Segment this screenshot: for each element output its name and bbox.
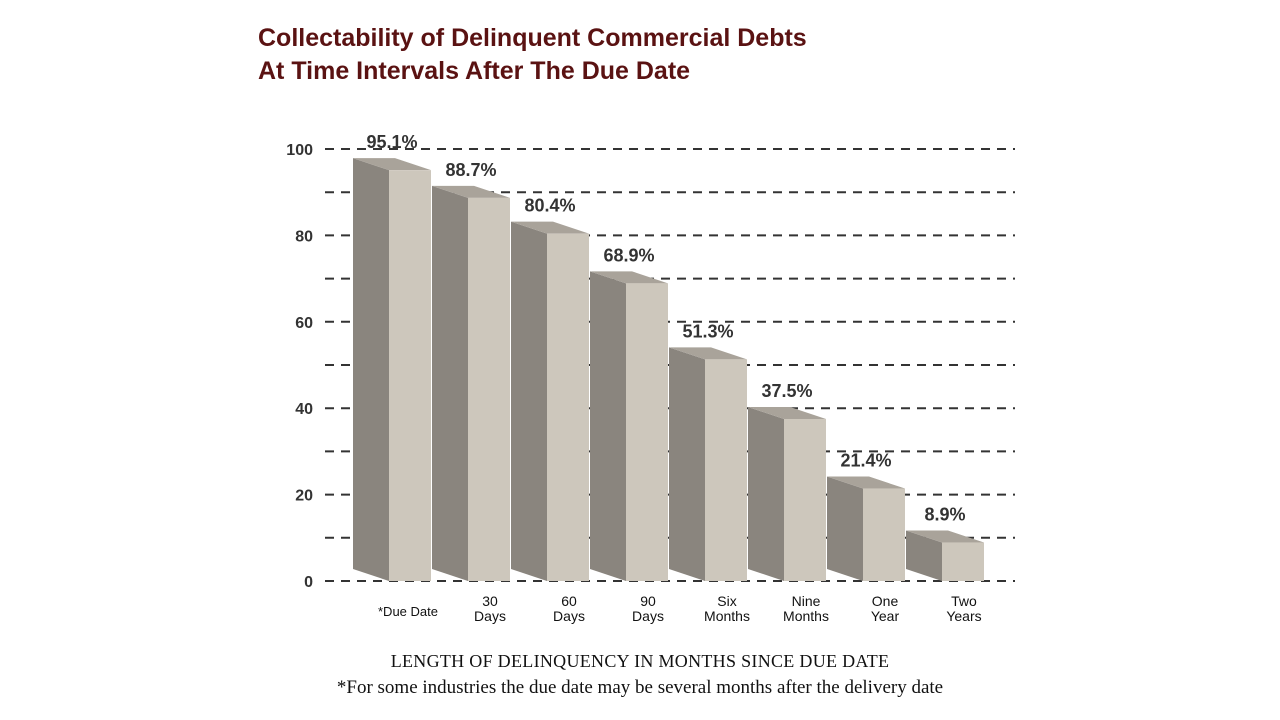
bar	[353, 158, 431, 581]
bar-front	[784, 419, 826, 581]
bar-top	[906, 530, 984, 543]
bar-front	[626, 283, 668, 581]
chart-title: Collectability of Delinquent Commercial …	[258, 22, 807, 88]
bar-front	[468, 197, 510, 582]
bar-top	[590, 271, 668, 284]
bar-top	[432, 185, 510, 198]
data-labels: 95.1% 88.7% 80.4% 68.9% 51.3% 37.5% 21.4% 8.9%	[366, 132, 965, 524]
y-tick-label: 100	[286, 142, 313, 159]
bar	[590, 271, 668, 581]
y-tick-label: 0	[304, 574, 313, 591]
footnote: *For some industries the due date may be…	[336, 677, 944, 698]
y-tick-label: 60	[295, 315, 313, 332]
bar-side	[432, 185, 468, 582]
x-axis-title: LENGTH OF DELINQUENCY IN MONTHS SINCE DU…	[390, 651, 890, 671]
data-label: 51.3%	[682, 321, 733, 341]
data-label: 37.5%	[761, 381, 812, 401]
y-tick-label: 80	[295, 228, 313, 245]
data-label: 95.1%	[366, 132, 417, 152]
x-tick-label: 60 Days	[553, 593, 585, 624]
x-axis-ticks: *Due Date 30 Days 60 Days 90 Days Six Months Nine…	[378, 593, 982, 624]
chart-title-line-2: At Time Intervals After The Due Date	[258, 57, 691, 85]
bar	[511, 221, 589, 581]
x-tick-label: Nine Months	[783, 593, 829, 624]
bar-side	[748, 407, 784, 581]
bar-front	[863, 488, 905, 581]
bars	[353, 158, 984, 582]
bar	[669, 347, 747, 581]
data-label: 68.9%	[603, 245, 654, 265]
x-tick-label: One Year	[871, 593, 900, 624]
bar-top	[353, 158, 431, 171]
bar-side	[353, 158, 389, 581]
y-tick-label: 20	[295, 488, 313, 505]
x-tick-label: Six Months	[704, 593, 750, 624]
bar-top	[669, 347, 747, 360]
data-label: 21.4%	[840, 451, 891, 471]
x-tick-label: 30 Days	[474, 593, 506, 624]
bar	[432, 185, 510, 582]
y-tick-label: 40	[295, 401, 313, 418]
y-axis-ticks: 0 20 40 60 80 100	[286, 142, 313, 591]
bar-front	[705, 359, 747, 581]
bar	[748, 407, 826, 581]
bar-side	[590, 271, 626, 581]
bar-side	[511, 221, 547, 581]
chart-title-line-1: Collectability of Delinquent Commercial …	[258, 24, 807, 52]
bar-front	[942, 542, 984, 581]
data-label: 80.4%	[524, 196, 575, 216]
bar-top	[511, 221, 589, 234]
x-tick-label: 90 Days	[632, 593, 664, 624]
bar-side	[827, 476, 863, 581]
data-label: 8.9%	[924, 505, 965, 525]
bar-front	[389, 170, 431, 581]
x-tick-label: Two Years	[946, 593, 981, 624]
bar-top	[827, 476, 905, 489]
bar	[906, 530, 984, 581]
x-tick-label: *Due Date	[378, 604, 438, 619]
bar-top	[748, 407, 826, 419]
bar-side	[669, 347, 705, 581]
bar-front	[547, 233, 589, 581]
data-label: 88.7%	[445, 160, 496, 180]
bar-side	[906, 530, 942, 581]
bar	[827, 476, 905, 581]
